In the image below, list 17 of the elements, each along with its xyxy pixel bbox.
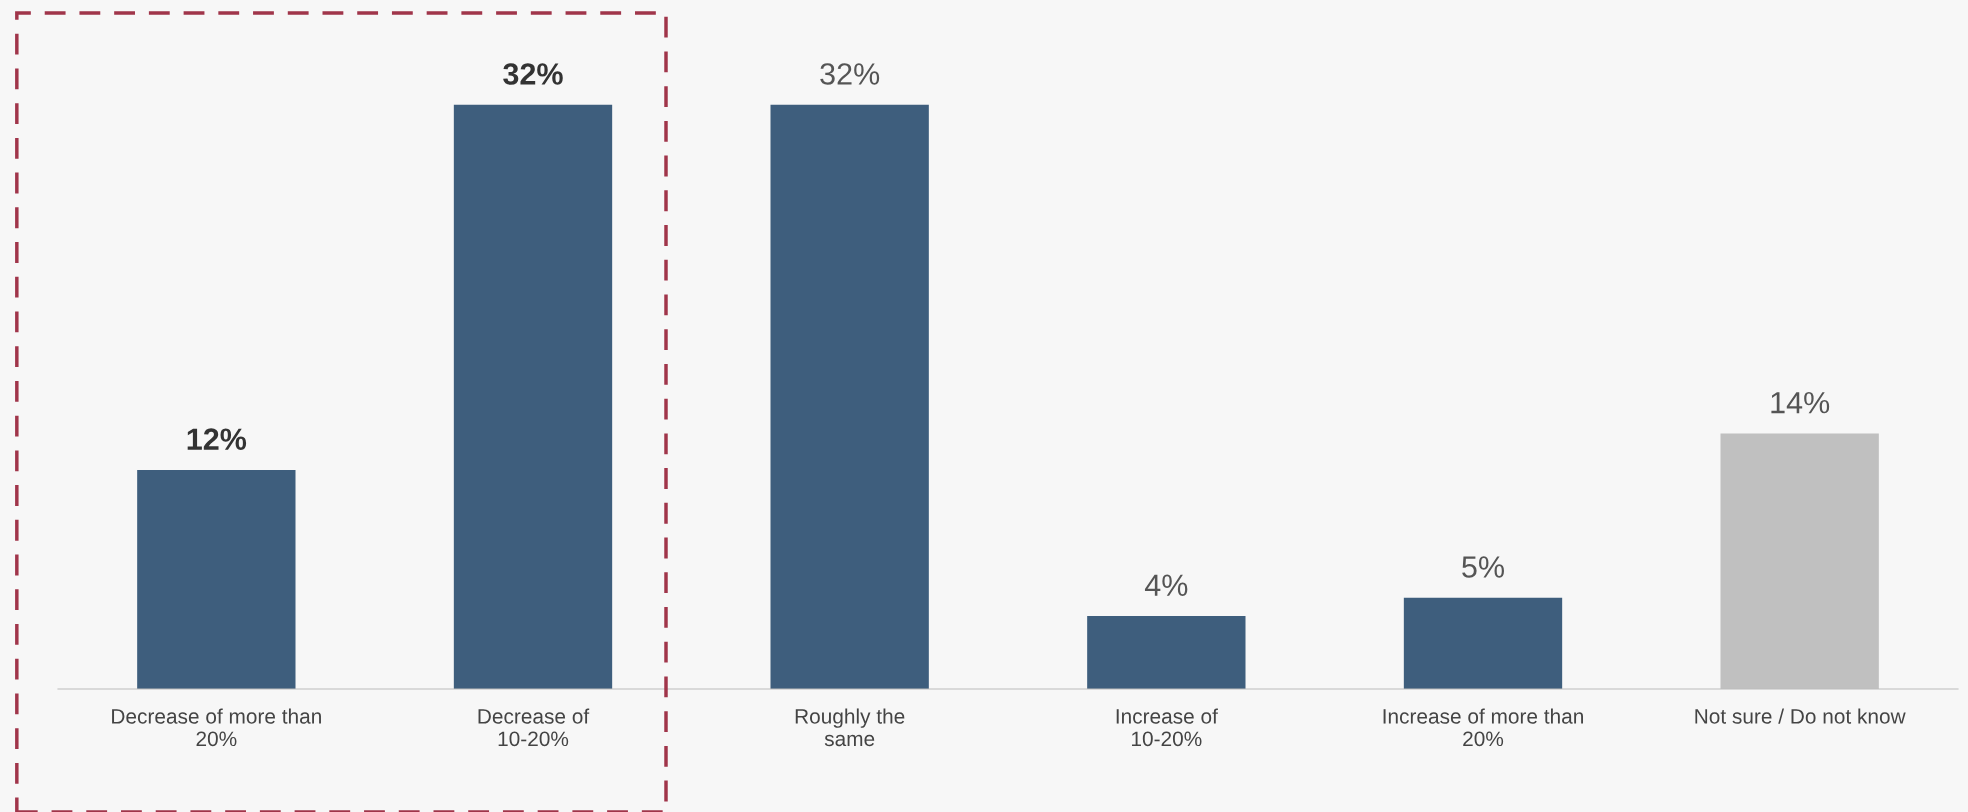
x-tick-label: Decrease of 10-20%: [478, 708, 590, 747]
data-label: 5%: [1462, 556, 1504, 578]
bar: [1403, 597, 1563, 689]
x-tick-label: Roughly the same: [795, 708, 905, 747]
x-tick-label: Increase of 10-20%: [1116, 708, 1218, 747]
data-label: 12%: [187, 428, 247, 450]
bar: [453, 104, 613, 689]
x-tick-label: Decrease of more than 20%: [112, 708, 321, 747]
bar: [137, 469, 296, 689]
bar: [1087, 615, 1246, 689]
data-label: 32%: [820, 63, 880, 85]
x-tick-label: Increase of more than 20%: [1383, 708, 1583, 747]
x-tick-label: Not sure / Do not know: [1695, 708, 1906, 724]
data-label: 4%: [1144, 574, 1188, 596]
bar: [770, 104, 929, 689]
data-label: 32%: [503, 63, 563, 85]
data-label: 14%: [1771, 391, 1830, 414]
